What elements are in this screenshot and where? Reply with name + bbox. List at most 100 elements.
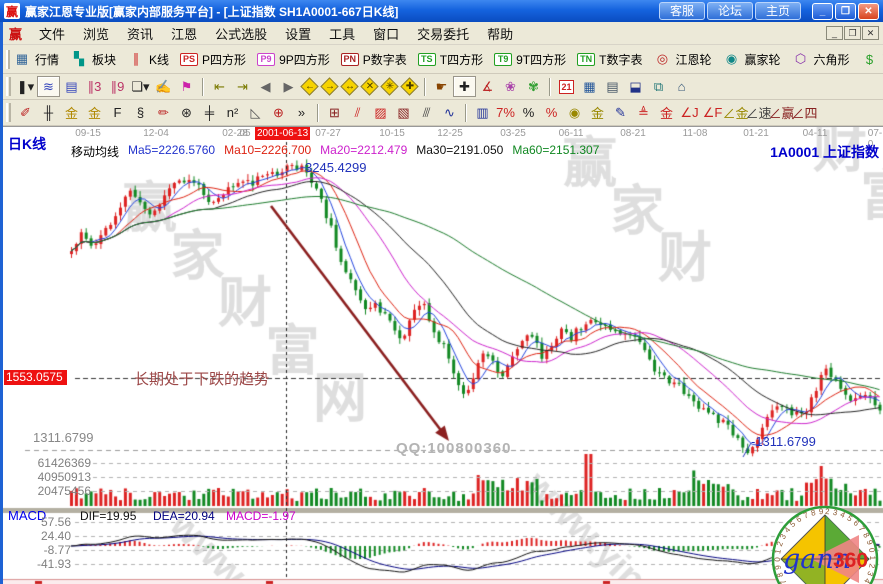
gold-angle-button[interactable]: 金 [655,102,678,123]
zoom-right-button[interactable]: → [320,76,340,97]
candle-style-dropdown-button[interactable]: ❏▾ [129,76,152,97]
compass-tool-button[interactable]: ⊛ [175,102,198,123]
chip-distribution-button[interactable]: ✍ [152,76,175,97]
mdi-minimize-button[interactable]: _ [826,26,843,40]
nav-next-button[interactable]: ▶ [277,76,300,97]
toolbar-item-gann-wheel[interactable]: ◎ 江恩轮 [653,51,712,68]
grid-tool-button[interactable]: ╫ [37,102,60,123]
fan-box-2-button[interactable]: ▧ [392,102,415,123]
circle-crosshair-button[interactable]: ⊕ [267,102,290,123]
a-wave-button[interactable]: ≜ [632,102,655,123]
menu-item-1[interactable]: 浏览 [83,26,110,42]
f-ruler-button[interactable]: F [106,102,129,123]
hist-tool-button[interactable]: ▥ [471,102,494,123]
gold-line-button[interactable]: 金 [586,102,609,123]
mdi-close-button[interactable]: ✕ [862,26,879,40]
candle-pen-button[interactable]: ✎ [609,102,632,123]
toolbar-item-9p-square[interactable]: P9 9P四方形 [257,51,330,68]
ruler-small-button[interactable]: ╪ [198,102,221,123]
toolbar-item-quotes[interactable]: ▦ 行情 [13,51,59,68]
menu-item-6[interactable]: 工具 [329,26,356,42]
calendar-button[interactable]: 21 [555,76,578,97]
brush-tool-button[interactable]: ❀ [499,76,522,97]
speed-angle-button[interactable]: ∠速 [746,102,772,123]
menu-item-9[interactable]: 帮助 [487,26,514,42]
f10-info-button[interactable]: ▤ [60,76,83,97]
ribbon-tool-button[interactable]: ✾ [522,76,545,97]
wave-tool-button[interactable]: ∿ [438,102,461,123]
mdi-restore-button[interactable]: ❐ [844,26,861,40]
toolbar-item-t-number-table[interactable]: TN T数字表 [577,51,642,68]
toolbar-item-winner-service[interactable]: $赢家服务 [861,51,883,68]
four-angle-button[interactable]: ∠四 [792,102,818,123]
toolbar-item-p-number-table[interactable]: PN P数字表 [340,51,407,68]
toolbar-item-t-square[interactable]: TS T四方形 [417,51,483,68]
period-9-button[interactable]: ∥9 [106,76,129,97]
gold-angle-2-button[interactable]: ∠金 [723,102,749,123]
percent-7-button[interactable]: 7% [494,102,517,123]
gold-circle-button[interactable]: ◉ [563,102,586,123]
kline-style-dropdown-button[interactable]: ❚▾ [14,76,37,97]
box-tool-button[interactable]: ⊞ [323,102,346,123]
angle-measure-button[interactable]: ∡ [476,76,499,97]
toolbar-item-9t-square[interactable]: T9 9T四方形 [494,51,566,68]
titlebar-button-主页[interactable]: 主页 [754,1,801,20]
trend-overlay-button[interactable]: ≋ [37,76,60,97]
menu-item-4[interactable]: 公式选股 [215,26,268,42]
n-square-button[interactable]: n² [221,102,244,123]
j-angle-button[interactable]: ∠J [678,102,701,123]
gann-wheel-icon: ◎ [656,51,669,66]
calculator-button[interactable]: ▦ [578,76,601,97]
pencil-tool-button[interactable]: ✏ [152,102,175,123]
menu-item-0[interactable]: 文件 [39,26,66,42]
zoom-left-button[interactable]: ← [300,76,320,97]
save-disk-button[interactable]: ⬓ [624,76,647,97]
menu-item-2[interactable]: 资讯 [127,26,154,42]
titlebar-button-客服[interactable]: 客服 [658,1,705,20]
remote-pc-button[interactable]: ⌂ [670,76,693,97]
export-image-button[interactable]: ⧉ [647,76,670,97]
angle-ruler-button[interactable]: ◺ [244,102,267,123]
zoom-horizontal-button[interactable]: ↔ [340,76,360,97]
menu-item-7[interactable]: 窗口 [373,26,400,42]
crosshair-tool-button[interactable]: ✚ [453,76,476,97]
nav-last-button[interactable]: ⇥ [231,76,254,97]
draw-marker-button[interactable]: ✐ [14,102,37,123]
maximize-button[interactable]: ❐ [835,2,856,20]
save-disk-icon: ⬓ [629,78,642,94]
toolbar-item-winner-wheel[interactable]: ◉ 赢家轮 [722,51,781,68]
period-3-button[interactable]: ∥3 [83,76,106,97]
t-number-table-icon: TN [577,52,596,66]
nav-first-button[interactable]: ⇤ [208,76,231,97]
angle-fan-button[interactable]: ⫻ [415,102,438,123]
menu-item-3[interactable]: 江恩 [171,26,198,42]
pan-hand-button[interactable]: ☛ [430,76,453,97]
percent-line-button[interactable]: % [540,102,563,123]
menu-item-5[interactable]: 设置 [285,26,312,42]
percent-button[interactable]: % [517,102,540,123]
toolbar-item-sectors[interactable]: ▚ 板块 [70,51,116,68]
gold-grid-1-button[interactable]: 金 [60,102,83,123]
toolbar-item-kline[interactable]: ∥ K线 [127,51,169,68]
more-tools-button[interactable]: » [290,102,313,123]
nav-prev-button[interactable]: ◀ [254,76,277,97]
f-angle-button[interactable]: ∠F [701,102,724,123]
menu-item-8[interactable]: 交易委托 [417,26,470,42]
fan-box-1-button[interactable]: ▨ [369,102,392,123]
svg-text:360: 360 [833,549,868,572]
memo-notes-button[interactable]: ▤ [601,76,624,97]
zoom-expand-button[interactable]: ✚ [400,76,420,97]
toolbar-item-p-square[interactable]: PS P四方形 [180,51,246,68]
color-ribbon-flag-button[interactable]: ⚑ [175,76,198,97]
minimize-button[interactable]: _ [812,2,833,20]
titlebar-button-论坛[interactable]: 论坛 [706,1,753,20]
kline-chart-canvas[interactable] [3,127,883,584]
toolbar-item-hexagon[interactable]: ⬡ 六角形 [792,51,850,68]
close-button[interactable]: ✕ [858,2,879,20]
gold-grid-2-button[interactable]: 金 [83,102,106,123]
zoom-collapse-button[interactable]: ✕ [360,76,380,97]
win-angle-button[interactable]: ∠赢 [769,102,795,123]
zoom-star-button[interactable]: ✳ [380,76,400,97]
spiral-tool-button[interactable]: § [129,102,152,123]
speed-fan-button[interactable]: ⫽ [346,102,369,123]
